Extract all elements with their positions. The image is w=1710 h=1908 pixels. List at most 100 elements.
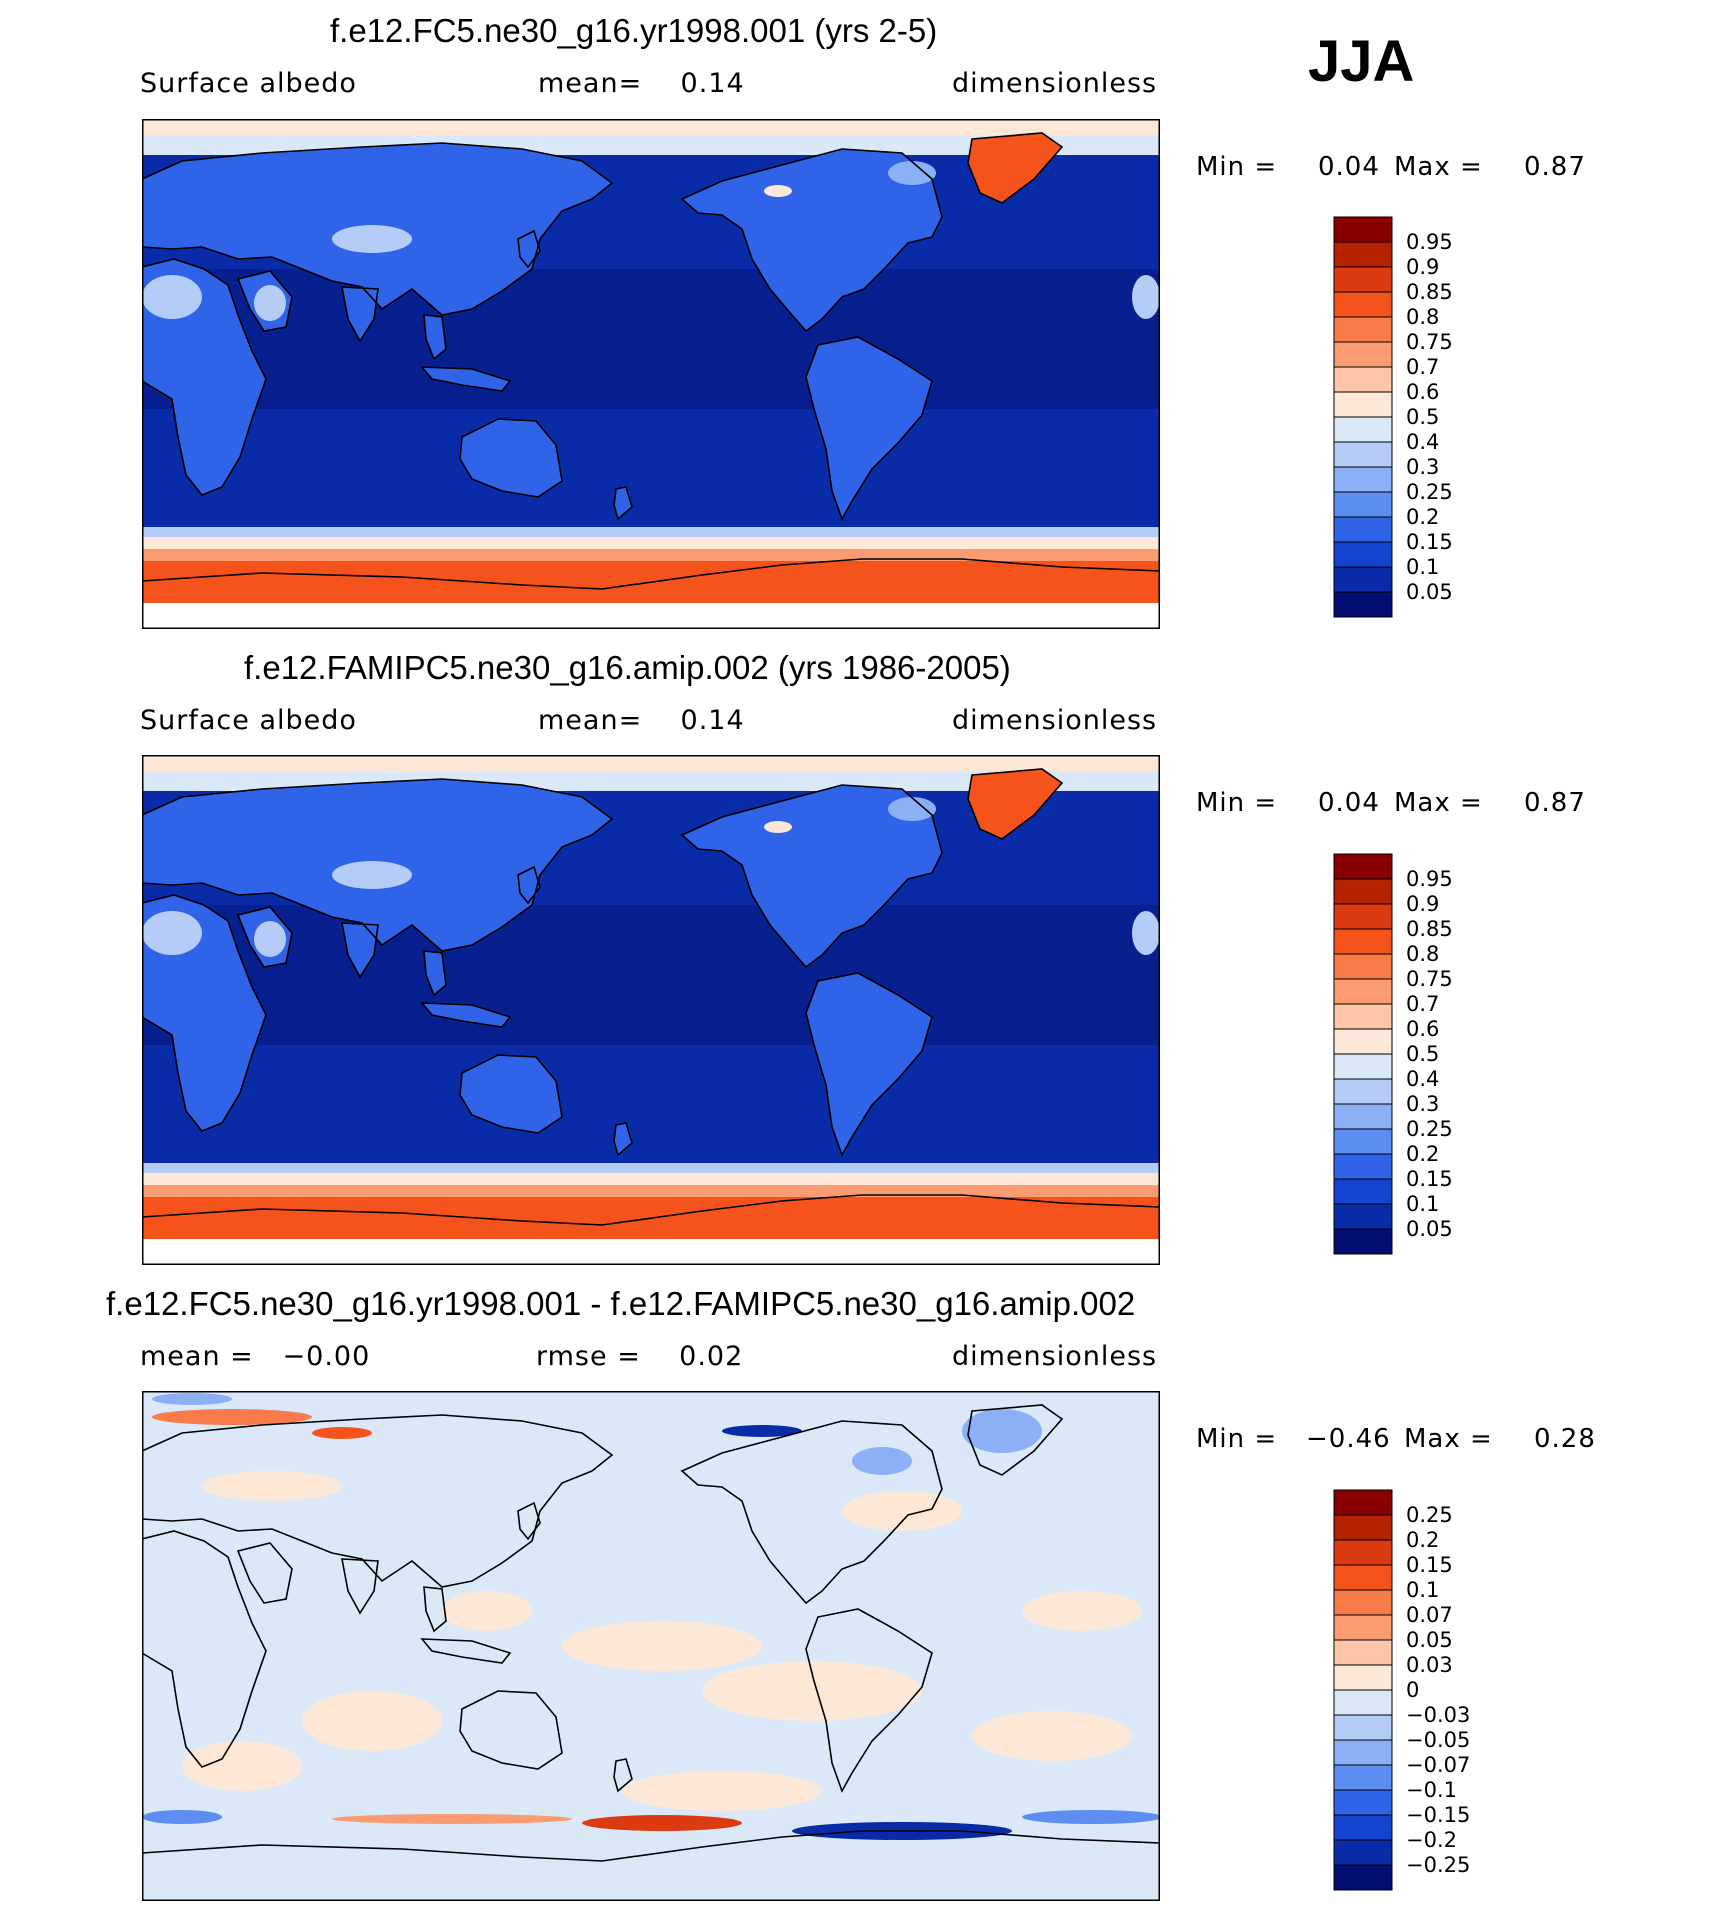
colorbar-tick-label: 0.95 bbox=[1406, 867, 1453, 891]
colorbar-tick-label: 0.4 bbox=[1406, 430, 1439, 454]
northamerica-coastline bbox=[680, 784, 943, 969]
colorbar-swatch-8 bbox=[1333, 416, 1393, 443]
africa-coastline bbox=[142, 1530, 267, 1768]
top-left-negative bbox=[152, 1393, 232, 1405]
southamerica-coastline bbox=[805, 972, 933, 1157]
panel-3-units-label: dimensionless bbox=[952, 1341, 1158, 1372]
eurasia-coastline bbox=[142, 778, 614, 952]
colorbar-swatch-15 bbox=[1333, 1228, 1393, 1255]
southamerica-coastline bbox=[805, 1608, 933, 1793]
colorbar-tick-label: 0.8 bbox=[1406, 942, 1439, 966]
positive-anomaly-5 bbox=[182, 1741, 302, 1791]
india-land bbox=[342, 923, 378, 977]
seasia-coastline bbox=[423, 314, 447, 361]
colorbar-tick-label: −0.25 bbox=[1406, 1853, 1470, 1877]
sahara-east-bright bbox=[1132, 911, 1160, 955]
greenland-coastline bbox=[967, 1404, 1064, 1476]
positive-anomaly-8 bbox=[202, 1471, 342, 1501]
colorbar-swatch-6 bbox=[1333, 366, 1393, 393]
colorbar-swatch-6 bbox=[1333, 1639, 1393, 1666]
panel-2-min-value: 0.04 bbox=[1318, 788, 1380, 818]
colorbar-swatch-12 bbox=[1333, 1153, 1393, 1180]
panel-1-min-value: 0.04 bbox=[1318, 152, 1380, 182]
panel-1-mean-label: mean= 0.14 bbox=[538, 68, 745, 99]
tibet-bright bbox=[332, 225, 412, 253]
indonesia-land bbox=[422, 1003, 510, 1027]
colorbar-tick-label: 0.2 bbox=[1406, 505, 1439, 529]
indonesia-coastline bbox=[420, 366, 512, 392]
australia-coastline bbox=[459, 1054, 563, 1134]
colorbar-swatch-2 bbox=[1333, 1539, 1393, 1566]
southern-ice-edge-2 bbox=[142, 1173, 1160, 1187]
newzealand-land bbox=[614, 487, 632, 519]
colorbar-tick-label: −0.2 bbox=[1406, 1828, 1457, 1852]
panel-3-map bbox=[142, 1391, 1160, 1901]
southern-positive-band-2 bbox=[582, 1815, 742, 1831]
tibet-bright bbox=[332, 861, 412, 889]
map-frame bbox=[142, 1391, 1160, 1901]
colorbar-swatch-4 bbox=[1333, 316, 1393, 343]
panel-2-title: f.e12.FAMIPC5.ne30_g16.amip.002 (yrs 198… bbox=[244, 649, 1011, 686]
southern-positive-band-1 bbox=[332, 1814, 572, 1824]
northamerica-land bbox=[682, 149, 942, 331]
map-frame bbox=[142, 755, 1160, 1265]
alaska-snow bbox=[764, 821, 792, 833]
panel-3-colorbar: 0.250.20.150.10.070.050.030−0.03−0.05−0.… bbox=[1333, 1489, 1470, 1891]
colorbar-tick-label: 0.8 bbox=[1406, 305, 1439, 329]
india-coastline bbox=[341, 922, 379, 979]
colorbar-tick-label: 0.75 bbox=[1406, 967, 1453, 991]
positive-anomaly-6 bbox=[842, 1491, 962, 1531]
map-frame bbox=[142, 119, 1160, 629]
colorbar-swatch-13 bbox=[1333, 541, 1393, 568]
colorbar-swatch-2 bbox=[1333, 903, 1393, 930]
colorbar-tick-label: 0.1 bbox=[1406, 1578, 1439, 1602]
colorbar-tick-label: 0 bbox=[1406, 1678, 1419, 1702]
tropical-ocean-band bbox=[142, 269, 1160, 409]
colorbar-swatch-13 bbox=[1333, 1178, 1393, 1205]
colorbar-tick-label: 0.15 bbox=[1406, 530, 1453, 554]
colorbar-swatch-12 bbox=[1333, 1789, 1393, 1816]
colorbar-tick-label: 0.5 bbox=[1406, 405, 1439, 429]
antarctica-coastline bbox=[142, 1194, 1160, 1265]
colorbar-tick-label: 0.7 bbox=[1406, 355, 1439, 379]
arabia-bright bbox=[254, 921, 286, 957]
colorbar-swatch-15 bbox=[1333, 1864, 1393, 1891]
colorbar-tick-label: 0.25 bbox=[1406, 1503, 1453, 1527]
positive-anomaly-4 bbox=[972, 1711, 1132, 1761]
colorbar-swatch-10 bbox=[1333, 466, 1393, 493]
arabia-coastline bbox=[236, 270, 293, 332]
colorbar-swatch-9 bbox=[1333, 1714, 1393, 1741]
colorbar-swatch-7 bbox=[1333, 1664, 1393, 1691]
greenland-land bbox=[968, 769, 1062, 839]
colorbar-swatch-11 bbox=[1333, 1128, 1393, 1155]
panel-2-min-label: Min = bbox=[1196, 788, 1278, 818]
japan-coastline bbox=[517, 229, 541, 269]
northamerica-coastline bbox=[680, 1420, 943, 1605]
greenland-coastline bbox=[967, 768, 1064, 840]
colorbar-swatch-5 bbox=[1333, 978, 1393, 1005]
panel-1-title: f.e12.FC5.ne30_g16.yr1998.001 (yrs 2-5) bbox=[330, 12, 938, 49]
colorbar-swatch-10 bbox=[1333, 1739, 1393, 1766]
positive-anomaly-1 bbox=[562, 1621, 762, 1671]
indonesia-coastline bbox=[420, 1002, 512, 1028]
colorbar-swatch-1 bbox=[1333, 241, 1393, 268]
colorbar-tick-label: 0.7 bbox=[1406, 992, 1439, 1016]
colorbar-swatch-5 bbox=[1333, 1614, 1393, 1641]
colorbar-tick-label: 0.05 bbox=[1406, 1628, 1453, 1652]
panel-2-max-value: 0.87 bbox=[1524, 788, 1586, 818]
arctic-archipelago bbox=[888, 161, 936, 185]
seasia-land bbox=[424, 315, 446, 359]
colorbar-tick-label: 0.07 bbox=[1406, 1603, 1453, 1627]
panel-1-colorbar: 0.950.90.850.80.750.70.60.50.40.30.250.2… bbox=[1333, 216, 1453, 618]
australia-land bbox=[460, 1055, 562, 1133]
panel-2-map bbox=[142, 755, 1160, 1265]
panel-3-rmse-label: rmse = 0.02 bbox=[536, 1341, 744, 1372]
colorbar-tick-label: 0.2 bbox=[1406, 1142, 1439, 1166]
greenland-negative bbox=[962, 1409, 1042, 1453]
positive-anomaly-2 bbox=[702, 1661, 922, 1721]
colorbar-tick-label: 0.3 bbox=[1406, 455, 1439, 479]
southamerica-land bbox=[806, 973, 932, 1155]
panel-1-min-label: Min = bbox=[1196, 152, 1278, 182]
arctic-strong-negative bbox=[722, 1425, 802, 1437]
africa-coastline bbox=[142, 894, 267, 1132]
